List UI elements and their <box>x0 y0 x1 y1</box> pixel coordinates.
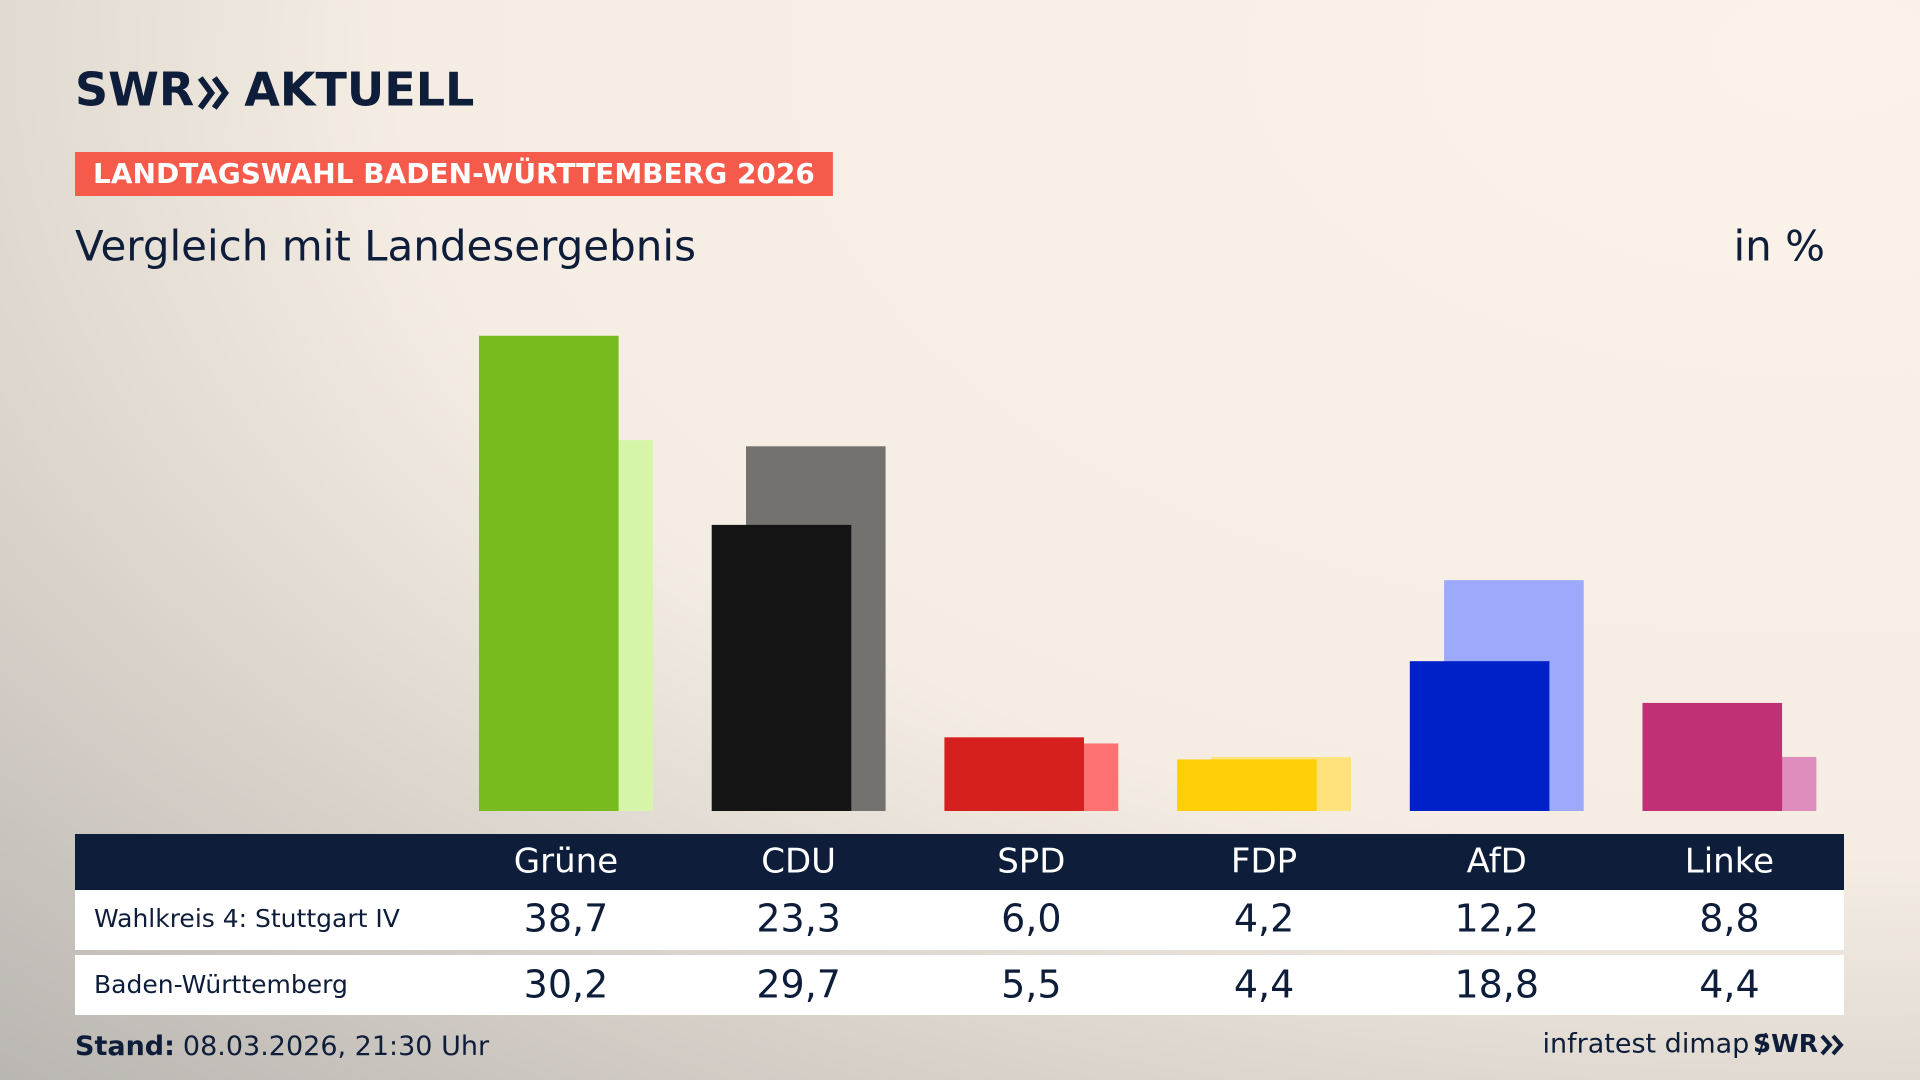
value-label: 23,3 <box>756 897 841 941</box>
stand-date: 08.03.2026, 21:30 Uhr <box>183 1031 490 1062</box>
column-header: SPD <box>997 842 1065 882</box>
column-header: AfD <box>1467 842 1527 882</box>
value-label: 6,0 <box>1001 897 1061 941</box>
bar <box>1642 702 1783 811</box>
brand: SWR <box>75 63 194 117</box>
bar <box>479 335 619 811</box>
table-header <box>75 834 1844 890</box>
stand: Stand: 08.03.2026, 21:30 Uhr <box>75 1031 490 1062</box>
value-label: 18,8 <box>1454 963 1539 1007</box>
kicker: LANDTAGSWAHL BADEN-WÜRTTEMBERG 2026 <box>93 156 815 190</box>
value-label: 4,4 <box>1699 963 1759 1007</box>
bar <box>944 737 1084 811</box>
value-label: 30,2 <box>524 963 609 1007</box>
value-label: 8,8 <box>1699 897 1759 941</box>
table-row <box>75 955 1844 1015</box>
row-label: Wahlkreis 4: Stuttgart IV <box>94 904 400 933</box>
value-label: 4,4 <box>1234 963 1294 1007</box>
value-label: 12,2 <box>1454 897 1539 941</box>
brand-chevron <box>197 76 216 110</box>
bar <box>1177 759 1317 811</box>
source-brand: SWR <box>1753 1029 1818 1058</box>
value-label: 4,2 <box>1234 897 1294 941</box>
source-chevrons <box>1820 1034 1844 1056</box>
unit: in % <box>1733 222 1825 271</box>
stand-label: Stand: <box>75 1031 175 1062</box>
chart-title: Vergleich mit Landesergebnis <box>75 222 696 271</box>
chevron <box>1831 1034 1844 1056</box>
column-header: CDU <box>761 842 836 882</box>
bar <box>711 524 852 811</box>
column-header: Linke <box>1685 842 1774 882</box>
source: infratest dimap / <box>1542 1029 1767 1060</box>
brand-product: AKTUELL <box>244 63 474 117</box>
brand-chevron <box>211 76 230 110</box>
chevron <box>1820 1034 1833 1056</box>
column-header: FDP <box>1231 842 1297 882</box>
kicker-box <box>75 152 833 196</box>
value-label: 38,7 <box>524 897 609 941</box>
row-label: Baden-Württemberg <box>94 970 348 999</box>
table-row <box>75 890 1844 950</box>
value-label: 29,7 <box>756 963 841 1007</box>
value-label: 5,5 <box>1001 963 1061 1007</box>
column-header: Grüne <box>514 842 618 882</box>
bar <box>1409 661 1550 811</box>
